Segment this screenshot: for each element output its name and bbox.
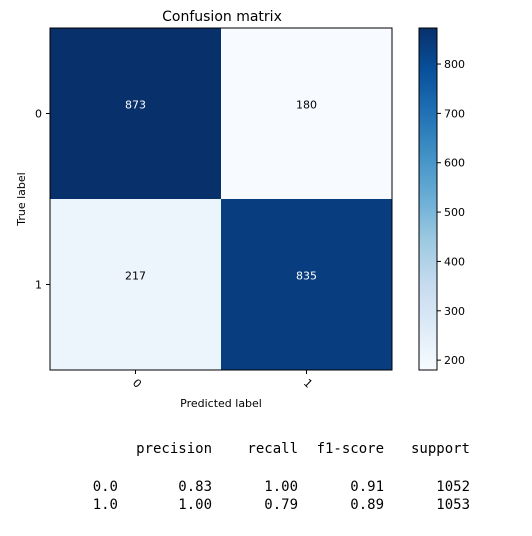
x-axis-label: Predicted label	[180, 397, 262, 410]
cell-value-label: 873	[125, 99, 146, 112]
heatmap-cell	[50, 199, 221, 370]
report-cell: 0.89	[350, 497, 384, 513]
x-tick-label: 1	[301, 376, 315, 390]
classification-report: precision recall f1-score support 0.0 0.83 1.0…	[0, 428, 532, 528]
y-axis-label: True label	[15, 172, 28, 226]
report-cell: 0.91	[350, 479, 384, 495]
report-header: f1-score	[316, 441, 384, 457]
y-tick-label: 0	[35, 108, 42, 121]
report-header: precision	[136, 441, 212, 457]
colorbar-tick-label: 400	[444, 255, 465, 268]
heatmap-cell	[50, 28, 221, 199]
colorbar-tick-label: 600	[444, 157, 465, 170]
report-row-label: 0.0	[92, 479, 118, 495]
chart-title: Confusion matrix	[162, 9, 282, 25]
colorbar-tick-label: 700	[444, 107, 465, 120]
report-header: support	[410, 441, 470, 457]
y-tick-label: 1	[35, 279, 42, 292]
report-row-label: 1.0	[92, 497, 118, 513]
colorbar-tick-label: 500	[444, 206, 465, 219]
heatmap-cell	[221, 199, 392, 370]
report-header: recall	[247, 441, 298, 457]
report-cell: 1052	[436, 479, 470, 495]
heatmap-cells: 873 180 217 835	[50, 28, 392, 370]
x-tick-label: 0	[130, 376, 144, 390]
colorbar-tick-label: 800	[444, 58, 465, 71]
cell-value-label: 217	[125, 270, 146, 283]
report-cell: 0.79	[264, 497, 298, 513]
colorbar	[418, 27, 438, 371]
colorbar-tick-label: 300	[444, 305, 465, 318]
report-cell: 1.00	[264, 479, 298, 495]
report-cell: 0.83	[178, 479, 212, 495]
colorbar-ticks: 200 300 400 500 600 700 800	[437, 58, 465, 367]
heatmap-cell	[221, 28, 392, 199]
report-cell: 1053	[436, 497, 470, 513]
cell-value-label: 835	[296, 270, 317, 283]
report-cell: 1.00	[178, 497, 212, 513]
y-axis-ticks: 01	[35, 108, 50, 292]
cell-value-label: 180	[296, 99, 317, 112]
plot-frame	[49, 27, 393, 371]
colorbar-tick-label: 200	[444, 354, 465, 367]
